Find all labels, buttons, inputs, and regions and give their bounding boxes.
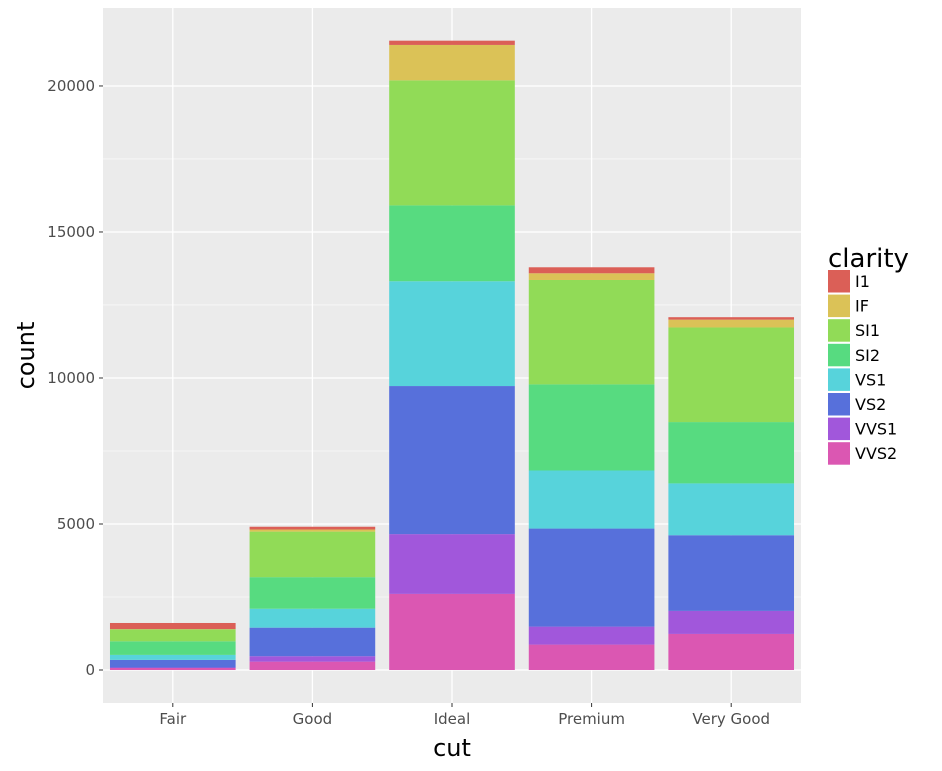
bar-good-if (249, 529, 376, 532)
bar-premium-vs2 (528, 528, 655, 627)
bar-ideal-vs1 (389, 281, 515, 387)
x-axis-title: cut (433, 734, 471, 762)
bar-premium-si2 (528, 384, 655, 471)
bar-good-vvs1 (249, 656, 376, 662)
bar-very-good-vvs1 (668, 610, 795, 634)
legend-label: VVS2 (855, 444, 897, 463)
bar-ideal-vs2 (389, 386, 515, 535)
bar-ideal-if (389, 44, 515, 81)
legend-label: SI1 (855, 321, 880, 340)
bar-premium-vvs2 (528, 644, 655, 671)
legend-key-si2 (828, 343, 850, 367)
x-tick-label: Very Good (692, 710, 770, 728)
bar-fair-i1 (109, 622, 236, 630)
y-tick-label: 15000 (47, 223, 95, 241)
bar-very-good-vs2 (668, 535, 795, 611)
legend-label: SI2 (855, 346, 880, 365)
legend-label: I1 (855, 272, 870, 291)
bar-ideal-vvs1 (389, 534, 515, 594)
bar-very-good-vvs2 (668, 633, 795, 671)
legend-label: VVS1 (855, 420, 897, 439)
bar-good-si2 (249, 577, 376, 609)
bar-good-vs2 (249, 627, 376, 657)
legend-key-si1 (828, 319, 850, 342)
bar-good-vvs2 (249, 661, 376, 671)
bar-ideal-i1 (389, 40, 515, 45)
legend-key-vs2 (828, 393, 850, 416)
bar-premium-i1 (528, 267, 655, 274)
legend-label: VS2 (855, 395, 886, 414)
bar-premium-if (528, 273, 655, 280)
bar-good-i1 (249, 526, 376, 530)
bar-fair-vvs2 (109, 667, 236, 671)
legend-key-vs1 (828, 368, 850, 391)
legend-key-vvs1 (828, 417, 850, 441)
legend-key-if (828, 294, 850, 318)
bar-very-good-si1 (668, 327, 795, 423)
bar-good-si1 (249, 531, 376, 578)
bar-premium-vvs1 (528, 626, 655, 645)
bar-premium-vs1 (528, 470, 655, 529)
x-tick-label: Premium (558, 710, 625, 728)
bar-very-good-if (668, 319, 795, 328)
bar-premium-si1 (528, 279, 655, 385)
legend-title: clarity (828, 244, 909, 274)
bar-fair-vs2 (109, 659, 236, 668)
x-tick-label: Ideal (434, 710, 471, 728)
bar-ideal-si2 (389, 205, 515, 282)
bar-fair-vs1 (109, 654, 236, 660)
y-tick-label: 0 (85, 661, 95, 679)
bar-very-good-vs1 (668, 483, 795, 536)
bar-very-good-i1 (668, 317, 795, 320)
y-axis-title: count (12, 322, 40, 390)
bar-good-vs1 (249, 608, 376, 628)
x-tick-label: Fair (159, 710, 187, 728)
legend-label: VS1 (855, 370, 886, 389)
legend-key-vvs2 (828, 442, 850, 465)
legend-key-i1 (828, 270, 850, 293)
x-tick-label: Good (293, 710, 333, 728)
bar-ideal-si1 (389, 80, 515, 206)
bar-fair-si1 (109, 629, 236, 642)
bar-fair-si2 (109, 641, 236, 655)
bar-very-good-si2 (668, 422, 795, 484)
legend-label: IF (855, 297, 869, 316)
bar-ideal-vvs2 (389, 593, 515, 671)
y-tick-label: 5000 (57, 515, 95, 533)
y-tick-label: 20000 (47, 77, 95, 95)
y-tick-label: 10000 (47, 369, 95, 387)
